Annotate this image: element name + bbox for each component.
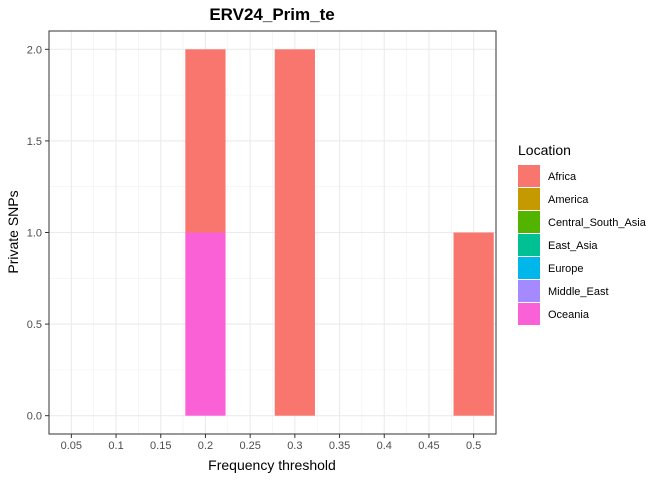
x-tick-label: 0.05: [61, 440, 82, 452]
y-tick-label: 1.0: [27, 228, 42, 240]
y-axis-label: Private SNPs: [5, 190, 21, 273]
x-tick-label: 0.25: [239, 440, 260, 452]
legend-swatch: [518, 280, 540, 302]
bars: [185, 49, 494, 416]
y-tick-label: 0.5: [27, 319, 42, 331]
legend-swatch: [518, 257, 540, 279]
y-tick-label: 1.5: [27, 136, 42, 148]
legend-swatch: [518, 234, 540, 256]
legend-label: Middle_East: [548, 286, 609, 298]
chart-title: ERV24_Prim_te: [209, 5, 334, 24]
x-tick-label: 0.45: [418, 440, 439, 452]
legend-swatch: [518, 211, 540, 233]
legend-label: Oceania: [548, 309, 590, 321]
y-tick-label: 2.0: [27, 44, 42, 56]
bar-segment-africa: [185, 49, 226, 233]
legend-label: Europe: [548, 263, 583, 275]
x-axis-ticks: 0.05 0.1 0.15 0.2 0.25 0.3 0.35 0.4 0.45 0.5: [61, 434, 481, 452]
plot-panel: [49, 31, 496, 434]
legend-title: Location: [518, 142, 571, 158]
legend-label: Africa: [548, 171, 577, 183]
legend-swatch: [518, 165, 540, 187]
x-axis-label: Frequency threshold: [208, 457, 336, 473]
x-tick-label: 0.35: [329, 440, 350, 452]
x-tick-label: 0.1: [108, 440, 123, 452]
x-tick-label: 0.3: [287, 440, 302, 452]
bar-segment-oceania: [185, 232, 226, 416]
bar-segment-africa: [274, 49, 315, 416]
x-tick-label: 0.15: [150, 440, 171, 452]
legend-label: East_Asia: [548, 240, 598, 252]
legend-label: Central_South_Asia: [548, 217, 647, 229]
bar-segment-africa: [453, 232, 494, 416]
legend-label: America: [548, 194, 589, 206]
x-tick-label: 0.5: [466, 440, 481, 452]
y-axis-ticks: 0.0 0.5 1.0 1.5 2.0: [27, 44, 49, 423]
x-tick-label: 0.4: [377, 440, 392, 452]
legend-swatch: [518, 188, 540, 210]
x-tick-label: 0.2: [198, 440, 213, 452]
legend: Location Africa America Central_South_Asia…: [518, 142, 647, 325]
y-tick-label: 0.0: [27, 411, 42, 423]
legend-swatch: [518, 303, 540, 325]
